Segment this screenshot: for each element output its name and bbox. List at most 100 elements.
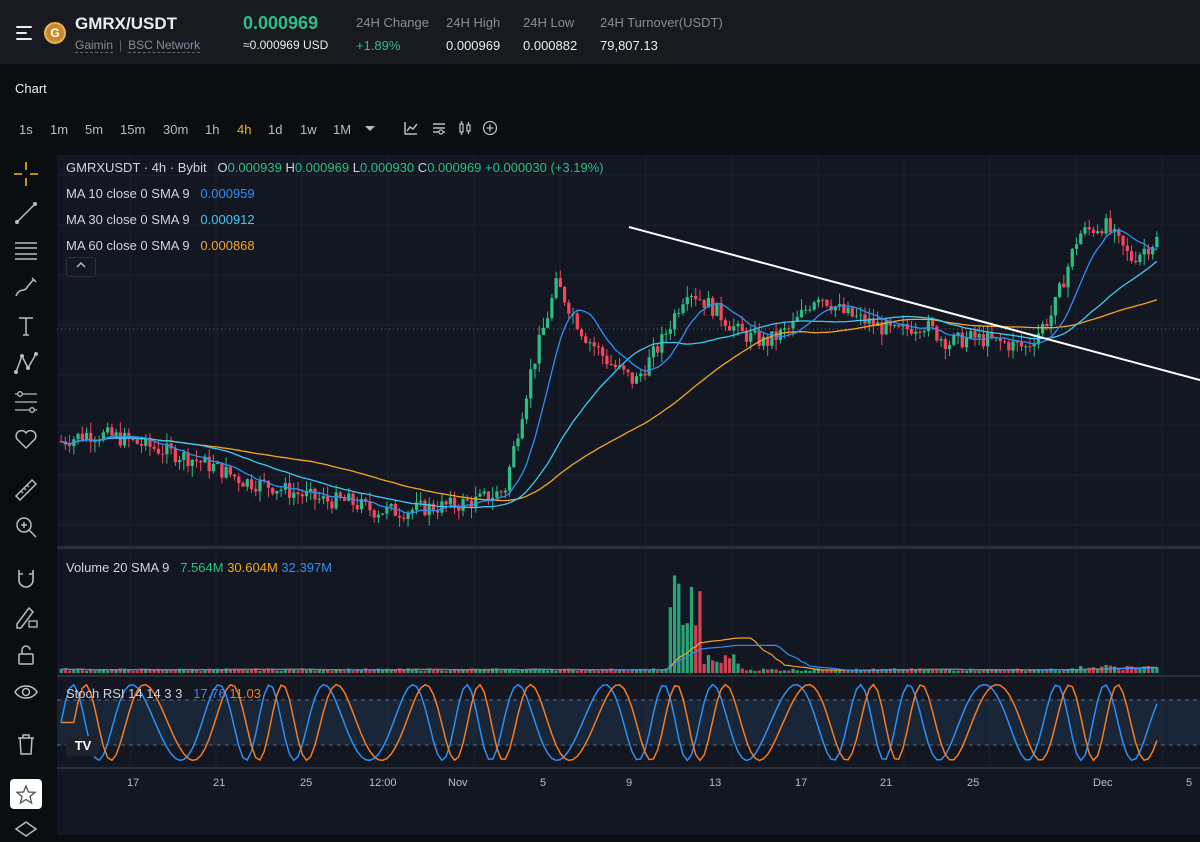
volume-bar: [863, 669, 867, 673]
add-icon[interactable]: [482, 120, 498, 136]
volume-bar: [1032, 670, 1036, 673]
project-link[interactable]: Gaimin: [75, 38, 114, 53]
tf-1m[interactable]: 1m: [50, 122, 69, 137]
indicator-icon[interactable]: [403, 120, 419, 136]
candle-body: [300, 494, 304, 497]
volume-bar: [135, 670, 139, 673]
pane-separator[interactable]: [57, 767, 1200, 769]
prediction-icon[interactable]: [12, 388, 40, 416]
volume-bar: [118, 668, 122, 673]
candle-type-icon[interactable]: [457, 120, 473, 136]
candle-body: [859, 314, 863, 316]
x-tick: 17: [795, 777, 808, 789]
volume-bar: [842, 670, 846, 673]
candle-body: [495, 491, 499, 498]
chevron-down-icon[interactable]: [362, 120, 378, 136]
ma-value: 0.000959: [200, 186, 255, 201]
volume-bar: [837, 670, 842, 673]
star-icon[interactable]: [10, 779, 42, 809]
candle-body: [156, 448, 161, 454]
volume-legend[interactable]: Volume 20 SMA 9 7.564M 30.604M 32.397M: [66, 560, 332, 575]
candle-body: [512, 446, 516, 467]
volume-bar: [998, 669, 1002, 673]
eye-icon[interactable]: [12, 678, 40, 706]
candle-body: [381, 513, 385, 515]
candle-body: [402, 517, 406, 519]
crosshair-icon[interactable]: [12, 160, 40, 188]
lock-draw-icon[interactable]: [12, 603, 40, 631]
volume-bar: [715, 661, 719, 673]
volume-bar: [1036, 669, 1041, 673]
zoom-icon[interactable]: [12, 513, 40, 541]
pair-title[interactable]: GMRX/USDT: [75, 14, 177, 33]
pane-separator[interactable]: [57, 546, 1200, 549]
volume-bar: [634, 670, 639, 673]
tf-4h[interactable]: 4h: [237, 122, 252, 137]
legend-collapse-button[interactable]: [66, 257, 96, 277]
volume-bar: [702, 663, 706, 673]
volume-bars: [59, 575, 1159, 673]
settings-icon[interactable]: [431, 120, 447, 136]
volume-bar: [990, 669, 994, 673]
candle-body: [647, 357, 651, 376]
trendline[interactable]: [628, 226, 1200, 381]
volume-bar: [1121, 670, 1125, 673]
menu-icon[interactable]: [16, 26, 34, 40]
tf-15m[interactable]: 15m: [120, 122, 146, 137]
volume-bar: [503, 668, 507, 673]
ma60-legend[interactable]: MA 60 close 0 SMA 9 0.000868: [66, 238, 255, 253]
volume-bar: [317, 670, 321, 673]
candle-body: [1155, 236, 1159, 248]
lock-icon[interactable]: [12, 641, 40, 669]
pane-separator[interactable]: [57, 675, 1200, 677]
legend-title[interactable]: GMRXUSDT · 4h · Bybit: [66, 160, 207, 175]
tradingview-logo[interactable]: TV: [66, 736, 100, 756]
tf-1M[interactable]: 1M: [333, 122, 352, 137]
text-icon[interactable]: [12, 312, 40, 340]
volume-bar: [529, 669, 533, 673]
fib-icon[interactable]: [12, 237, 40, 265]
trash-icon[interactable]: [12, 730, 40, 758]
volume-bar: [816, 668, 821, 673]
pattern-icon[interactable]: [12, 350, 40, 378]
volume-bar: [622, 670, 626, 673]
layers-icon[interactable]: [12, 818, 40, 840]
tf-1h[interactable]: 1h: [205, 122, 220, 137]
candle-body: [677, 313, 681, 315]
volume-bar: [884, 669, 888, 673]
ma10-legend[interactable]: MA 10 close 0 SMA 9 0.000959: [66, 186, 255, 201]
brush-icon[interactable]: [12, 274, 40, 302]
chart-tab[interactable]: Chart: [15, 81, 47, 96]
volume-bar: [351, 670, 355, 673]
volume-bar: [275, 670, 279, 673]
chart-canvas[interactable]: [57, 155, 1200, 835]
ruler-icon[interactable]: [12, 476, 40, 504]
candle-body: [423, 500, 427, 516]
volume-bar: [385, 668, 389, 673]
favorite-icon[interactable]: [12, 425, 40, 453]
trendline-icon[interactable]: [12, 199, 40, 227]
candle-body: [182, 452, 186, 461]
ma30-legend[interactable]: MA 30 close 0 SMA 9 0.000912: [66, 212, 255, 227]
candle-body: [1083, 227, 1087, 234]
candle-body: [681, 304, 685, 314]
tf-1s[interactable]: 1s: [19, 122, 33, 137]
tf-5m[interactable]: 5m: [85, 122, 104, 137]
candle-body: [541, 327, 546, 335]
candle-body: [469, 500, 474, 508]
network-link[interactable]: BSC Network: [128, 38, 201, 53]
candle-body: [723, 320, 727, 327]
candle-body: [651, 346, 656, 358]
candle-body: [414, 502, 419, 510]
volume-bar: [905, 670, 909, 673]
stat-label: 24H Change: [356, 15, 429, 30]
candle-body: [1024, 346, 1028, 348]
magnet-icon[interactable]: [12, 565, 40, 593]
volume-bar: [199, 671, 203, 673]
rsi-legend[interactable]: Stoch RSI 14 14 3 3 17.76 11.03: [66, 686, 261, 701]
tf-1d[interactable]: 1d: [268, 122, 283, 137]
candle-body: [816, 299, 821, 303]
candle-body: [524, 398, 529, 420]
tf-30m[interactable]: 30m: [163, 122, 189, 137]
tf-1w[interactable]: 1w: [300, 122, 317, 137]
